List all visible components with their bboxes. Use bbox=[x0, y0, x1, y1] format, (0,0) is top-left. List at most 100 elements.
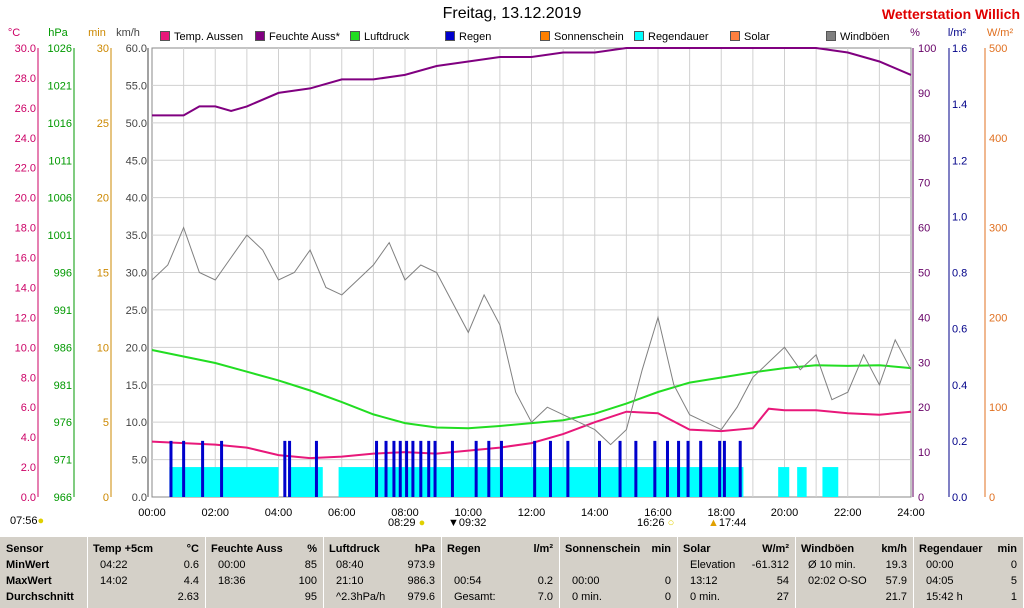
stat-column: Sonnenschein min 00:00 0 0 min. 0 bbox=[560, 537, 678, 608]
solar-axis-unit: W/m² bbox=[987, 27, 1014, 39]
rain-bar bbox=[398, 440, 402, 497]
rain-bar bbox=[677, 440, 681, 497]
rain-bar bbox=[201, 440, 205, 497]
rain-duration-bar bbox=[797, 467, 807, 497]
stat-cell: 1 bbox=[1010, 591, 1017, 603]
pressure-tick-label: 1006 bbox=[48, 193, 72, 205]
legend-swatch bbox=[730, 31, 740, 41]
x-tick-label: 20:00 bbox=[771, 507, 799, 519]
humidity-tick-label: 40 bbox=[918, 312, 930, 324]
pressure-tick-label: 1026 bbox=[48, 43, 72, 55]
stat-cell: 0 min. bbox=[690, 591, 720, 603]
left-time-marker: 07:56● bbox=[10, 515, 44, 527]
humidity-tick-label: 30 bbox=[918, 357, 930, 369]
temp-axis-unit: °C bbox=[8, 27, 20, 39]
rain-bar bbox=[405, 440, 409, 497]
legend-item: Regendauer bbox=[634, 31, 709, 43]
weather-chart: 00:00 02:00 04:00 06:00 08:00 10:00 12:00 14:00… bbox=[8, 27, 1014, 519]
sunrise-icon: ● bbox=[415, 517, 426, 529]
wind-tick-label: 45.0 bbox=[126, 155, 147, 167]
x-tick-label: 00:00 bbox=[138, 507, 166, 519]
solar-tick-label: 500 bbox=[989, 43, 1007, 55]
legend-label: Windböen bbox=[840, 31, 890, 43]
stat-cell: 973.9 bbox=[407, 559, 435, 571]
temp-tick-label: 24.0 bbox=[15, 133, 36, 145]
solar-max-label: 17:44 bbox=[718, 517, 747, 529]
stat-column: Regen l/m² 00:54 0.2 Gesamt: 7.0 bbox=[442, 537, 560, 608]
stat-cell: 02:02 O-SO bbox=[808, 575, 867, 587]
stat-cell: Ø 10 min. bbox=[808, 559, 856, 571]
rain-bar bbox=[699, 440, 703, 497]
legend-label: Regen bbox=[459, 31, 492, 43]
x-tick-label: 22:00 bbox=[834, 507, 862, 519]
rain-axis-unit: l/m² bbox=[948, 27, 967, 39]
rain-bar bbox=[566, 440, 570, 497]
wind-tick-label: 55.0 bbox=[126, 80, 147, 92]
x-tick-label: 02:00 bbox=[201, 507, 229, 519]
series-line-windb-en bbox=[151, 226, 912, 446]
pressure-tick-label: 1016 bbox=[48, 118, 72, 130]
stats-footer: Sensor MinWert MaxWert Durchschnitt Temp +5c… bbox=[0, 537, 1024, 608]
pressure-tick-label: 1011 bbox=[48, 155, 72, 167]
pressure-tick-label: 991 bbox=[54, 305, 72, 317]
stat-column: Luftdruck hPa 08:40 973.9 21:10 986.3 ^2.3hPa/… bbox=[324, 537, 442, 608]
wind-tick-label: 25.0 bbox=[126, 305, 147, 317]
humidity-tick-label: 0 bbox=[918, 492, 924, 504]
rain-tick-label: 1.0 bbox=[952, 211, 967, 223]
humidity-tick-label: 50 bbox=[918, 268, 930, 280]
legend-item: Regen bbox=[445, 31, 491, 43]
pressure-tick-label: 986 bbox=[54, 342, 72, 354]
stat-cell: °C bbox=[186, 543, 199, 555]
stat-cell: 85 bbox=[304, 559, 317, 571]
legend-swatch bbox=[826, 31, 836, 41]
temp-tick-label: 26.0 bbox=[15, 103, 36, 115]
stat-cell: 4.4 bbox=[183, 575, 199, 587]
stat-cell: % bbox=[307, 543, 317, 555]
wind-tick-label: 0.0 bbox=[132, 492, 147, 504]
stat-cell: 54 bbox=[776, 575, 789, 587]
stat-column: Regendauer min 00:00 0 04:05 5 15:42 h 1 bbox=[914, 537, 1024, 608]
solar-tick-label: 400 bbox=[989, 133, 1007, 145]
stat-cell: 21:10 bbox=[336, 575, 364, 587]
stat-cell: Sonnenschein bbox=[565, 543, 641, 555]
legend-item: Luftdruck bbox=[350, 31, 409, 43]
stat-cell: 00:00 bbox=[218, 559, 246, 571]
stat-cell: MaxWert bbox=[6, 575, 52, 587]
rain-bar bbox=[314, 440, 318, 497]
x-tick-label: 08:00 bbox=[391, 507, 419, 519]
temp-tick-label: 4.0 bbox=[21, 432, 36, 444]
rain-bar bbox=[288, 440, 292, 497]
stat-cell: W/m² bbox=[762, 543, 789, 555]
stat-cell: 19.3 bbox=[885, 559, 907, 571]
legend-label: Temp. Aussen bbox=[174, 31, 244, 43]
rain-bar bbox=[618, 440, 622, 497]
legend-label: Luftdruck bbox=[364, 31, 410, 43]
sunset-label: 16:26 bbox=[637, 517, 665, 529]
temp-tick-label: 10.0 bbox=[15, 342, 36, 354]
minutes-tick-label: 20 bbox=[97, 193, 109, 205]
humidity-tick-label: 80 bbox=[918, 133, 930, 145]
stat-cell: 7.0 bbox=[537, 591, 553, 603]
stat-cell: 979.6 bbox=[407, 591, 435, 603]
rain-bar bbox=[738, 440, 742, 497]
stat-cell: 57.9 bbox=[885, 575, 907, 587]
rain-duration-bar bbox=[822, 467, 839, 497]
x-tick-label: 14:00 bbox=[581, 507, 609, 519]
pressure-tick-label: 966 bbox=[54, 492, 72, 504]
rain-bar bbox=[419, 440, 423, 497]
stat-cell: 14:02 bbox=[100, 575, 128, 587]
rain-bar bbox=[375, 440, 379, 497]
stat-cell: Temp +5cm bbox=[93, 543, 154, 555]
left-time-label: 07:56 bbox=[10, 515, 38, 527]
temp-tick-label: 18.0 bbox=[15, 223, 36, 235]
sunset-icon: ○ bbox=[664, 517, 675, 529]
stat-cell: Luftdruck bbox=[329, 543, 380, 555]
wind-tick-label: 35.0 bbox=[126, 230, 147, 242]
rain-bar bbox=[283, 440, 287, 497]
stat-cell: 04:05 bbox=[926, 575, 954, 587]
wind-tick-label: 40.0 bbox=[126, 193, 147, 205]
legend-item: Sonnenschein bbox=[540, 31, 624, 43]
stat-cell: 986.3 bbox=[407, 575, 435, 587]
legend-swatch bbox=[445, 31, 455, 41]
rain-bar bbox=[634, 440, 638, 497]
